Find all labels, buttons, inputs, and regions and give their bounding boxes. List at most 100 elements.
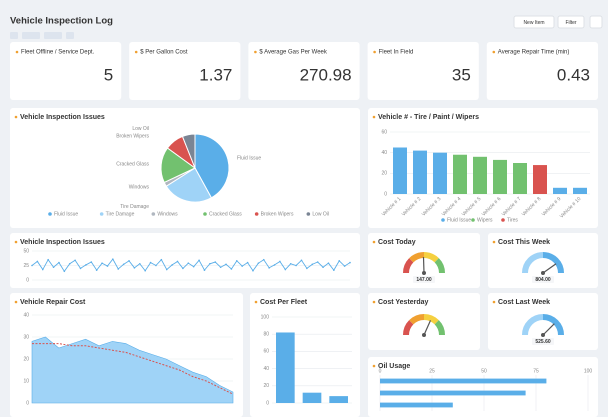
- toolbar-icon[interactable]: [66, 32, 74, 39]
- x-tick-label: 100: [584, 368, 593, 374]
- y-tick-label: 0: [266, 400, 269, 406]
- y-tick-label: 20: [263, 383, 269, 389]
- line-point: [257, 262, 260, 264]
- line-point: [219, 266, 222, 269]
- gauge-band: [434, 258, 445, 274]
- filter-label[interactable]: Filter: [565, 20, 576, 26]
- kpi-label: Fleet In Field: [379, 50, 414, 56]
- toolbar-icon[interactable]: [44, 32, 62, 39]
- y-tick-label: 10: [23, 378, 29, 384]
- toolbar-icon[interactable]: [22, 32, 40, 39]
- line-point: [106, 265, 109, 267]
- panel-title: Vehicle Inspection Issues: [20, 239, 105, 246]
- legend-label: Broken Wipers: [261, 211, 294, 217]
- panel-title: Vehicle Repair Cost: [20, 299, 86, 306]
- title-dot: [14, 115, 18, 119]
- line-point: [241, 265, 244, 267]
- line-point: [279, 260, 281, 263]
- title-dot: [254, 300, 258, 304]
- legend-swatch: [441, 218, 445, 222]
- kpi-label: Fleet Offline / Service Dept.: [21, 50, 95, 56]
- line-point: [198, 259, 200, 262]
- legend-label: Tire Damage: [106, 211, 135, 217]
- panel-title: Cost Yesterday: [378, 299, 429, 306]
- gauge-band: [423, 314, 439, 325]
- kpi-dot: [134, 50, 138, 54]
- y-tick-label: 40: [263, 366, 269, 372]
- filter-button[interactable]: [557, 15, 585, 29]
- slice-label: Cracked Glass: [116, 162, 149, 168]
- area: [31, 336, 234, 404]
- y-tick-label: 60: [263, 349, 269, 355]
- panel-title: Cost Last Week: [498, 299, 550, 306]
- line-point: [112, 258, 114, 260]
- y-tick-label: 20: [381, 171, 387, 177]
- panel: [488, 233, 598, 288]
- title-dot: [492, 300, 496, 304]
- legend-swatch: [203, 212, 207, 216]
- menu-button[interactable]: [589, 15, 603, 29]
- gauge-hub: [422, 271, 426, 275]
- line-point: [144, 269, 146, 272]
- y-tick-label: 30: [23, 334, 29, 340]
- line-point: [58, 261, 60, 264]
- gauge-band: [522, 314, 544, 336]
- line-point: [333, 269, 335, 271]
- gauge-value-box: [413, 276, 435, 283]
- kpi-dot: [15, 50, 19, 54]
- line-point: [101, 262, 103, 264]
- line-point: [311, 263, 314, 266]
- bar: [302, 392, 322, 403]
- line-point: [133, 267, 136, 269]
- panel-title: Cost Today: [378, 239, 416, 246]
- new-item-label[interactable]: New Item: [523, 20, 544, 26]
- slice-label: Windows: [129, 185, 150, 191]
- pie-slice: [194, 133, 230, 199]
- new-item-button[interactable]: [513, 15, 555, 29]
- line-point: [95, 269, 98, 271]
- slice-label: Broken Wipers: [116, 134, 149, 140]
- line-point: [262, 258, 265, 261]
- gauge-needle: [542, 323, 555, 336]
- y-tick-label: 40: [381, 150, 387, 156]
- line-point: [273, 264, 276, 266]
- gauge-value: 804.00: [535, 277, 551, 283]
- y-tick-label: 80: [263, 332, 269, 338]
- line-point: [327, 262, 330, 264]
- gauge-value: 525.60: [535, 339, 551, 345]
- legend-swatch: [471, 218, 475, 222]
- line-point: [225, 263, 227, 266]
- bar: [380, 402, 453, 408]
- kpi-value: 0.43: [557, 65, 590, 84]
- panel-title: Oil Usage: [378, 363, 410, 370]
- legend-label: Fluid Issue: [447, 217, 471, 223]
- line-point: [322, 266, 324, 269]
- line-point: [289, 262, 292, 265]
- panel: [248, 42, 360, 100]
- line-point: [316, 261, 319, 263]
- gauge-band: [522, 252, 544, 274]
- title-dot: [14, 300, 18, 304]
- gauge-needle: [423, 320, 432, 336]
- y-tick-label: 0: [26, 400, 29, 406]
- legend-swatch: [99, 212, 104, 216]
- toolbar-icon[interactable]: [10, 32, 18, 39]
- line-point: [338, 260, 341, 262]
- line-point: [252, 269, 254, 272]
- legend-label: Windows: [157, 211, 178, 217]
- panel: [10, 42, 122, 100]
- line-point: [214, 261, 217, 263]
- line-point: [52, 266, 55, 269]
- line-point: [41, 268, 44, 271]
- bar: [329, 396, 348, 403]
- line-point: [182, 267, 184, 270]
- gauge-band: [542, 314, 564, 336]
- line-point: [90, 261, 93, 263]
- bar: [380, 390, 526, 396]
- legend-swatch: [501, 218, 505, 222]
- bar: [453, 154, 467, 194]
- legend-label: Wipers: [477, 217, 493, 223]
- line-point: [160, 258, 163, 261]
- page-title: Vehicle Inspection Log: [10, 16, 113, 27]
- bar: [493, 159, 507, 194]
